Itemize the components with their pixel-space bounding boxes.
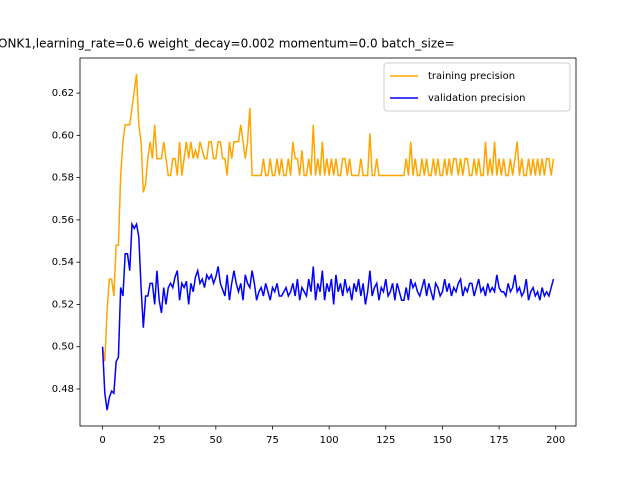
x-tick-label: 25	[153, 435, 166, 446]
x-tick-label: 175	[490, 435, 509, 446]
chart-title: ONK1,learning_rate=0.6 weight_decay=0.00…	[0, 37, 455, 51]
y-tick-label: 0.56	[52, 215, 74, 226]
y-tick-label: 0.50	[52, 342, 74, 353]
x-tick-label: 200	[546, 435, 565, 446]
series-line	[101, 221, 555, 411]
x-tick-label: 125	[376, 435, 395, 446]
y-tick-label: 0.52	[52, 299, 74, 310]
series-line	[101, 73, 555, 362]
y-tick-label: 0.54	[52, 257, 74, 268]
legend: training precision validation precision	[383, 62, 571, 112]
legend-label: validation precision	[428, 93, 526, 104]
axes-frame	[79, 57, 577, 427]
y-tick-label: 0.58	[52, 173, 74, 184]
y-tick-label: 0.48	[52, 384, 74, 395]
x-tick-label: 100	[320, 435, 339, 446]
x-tick-label: 150	[433, 435, 452, 446]
y-tick-label: 0.60	[52, 130, 74, 141]
x-tick-label: 0	[99, 435, 105, 446]
y-tick-label: 0.62	[52, 88, 74, 99]
x-tick-label: 50	[209, 435, 222, 446]
x-tick-label: 75	[266, 435, 279, 446]
legend-box	[383, 62, 571, 112]
legend-label: training precision	[428, 71, 515, 82]
